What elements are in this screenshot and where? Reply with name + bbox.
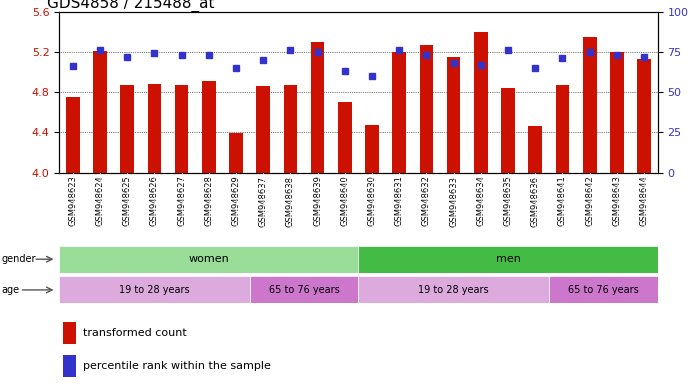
Bar [338, 102, 351, 173]
Bar [358, 246, 658, 273]
Bar [555, 85, 569, 173]
Text: 19 to 28 years: 19 to 28 years [418, 285, 489, 295]
Text: GDS4858 / 215488_at: GDS4858 / 215488_at [47, 0, 214, 12]
Text: 19 to 28 years: 19 to 28 years [119, 285, 190, 295]
Bar [120, 85, 134, 173]
Text: women: women [189, 254, 229, 264]
Text: age: age [1, 285, 19, 295]
Bar [583, 37, 596, 173]
Bar [229, 134, 243, 173]
Bar [148, 84, 161, 173]
Bar [610, 52, 624, 173]
Bar [63, 355, 76, 377]
Text: transformed count: transformed count [83, 328, 187, 338]
Bar [474, 31, 488, 173]
Bar [59, 276, 250, 303]
Bar [250, 276, 358, 303]
Bar [175, 85, 189, 173]
Bar [59, 246, 358, 273]
Text: 65 to 76 years: 65 to 76 years [269, 285, 340, 295]
Bar [501, 88, 515, 173]
Text: gender: gender [1, 254, 36, 264]
Bar [93, 51, 106, 173]
Bar [365, 126, 379, 173]
Text: 65 to 76 years: 65 to 76 years [568, 285, 639, 295]
Text: men: men [496, 254, 521, 264]
Bar [447, 57, 461, 173]
Bar [284, 85, 297, 173]
Bar [66, 97, 79, 173]
Bar [528, 126, 542, 173]
Bar [202, 81, 216, 173]
Bar [63, 322, 76, 344]
Bar [638, 59, 651, 173]
Bar [311, 42, 324, 173]
Bar [393, 52, 406, 173]
Bar [358, 276, 549, 303]
Bar [420, 45, 433, 173]
Bar [549, 276, 658, 303]
Text: percentile rank within the sample: percentile rank within the sample [83, 361, 271, 371]
Bar [256, 86, 270, 173]
